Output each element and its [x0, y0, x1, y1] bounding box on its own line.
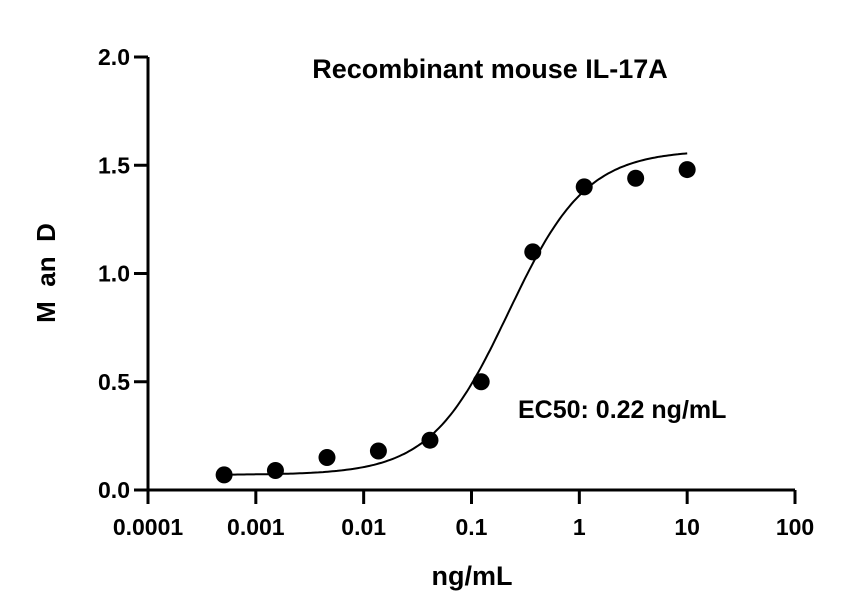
data-point — [575, 178, 593, 196]
data-point — [318, 449, 336, 467]
y-tick-label: 0.5 — [98, 369, 130, 395]
data-point — [266, 462, 284, 480]
data-point — [678, 161, 696, 179]
x-tick-label: 0.1 — [456, 514, 488, 540]
ec50-annotation: EC50: 0.22 ng/mL — [518, 396, 726, 424]
x-tick-label: 0.01 — [341, 514, 386, 540]
x-axis-label: ng/mL — [432, 561, 513, 591]
x-tick-label: 0.001 — [227, 514, 285, 540]
axes: 0.0001 0.001 0.01 0.1 1 10 100 0.0 0.5 1.0 1.5 2.0 — [98, 44, 814, 540]
x-tick-label: 1 — [573, 514, 586, 540]
fit-curve — [223, 152, 688, 476]
y-tick-label: 1.5 — [98, 152, 130, 178]
data-point — [627, 169, 645, 187]
data-marks — [215, 152, 696, 484]
x-tick-label: 10 — [674, 514, 700, 540]
x-tick-label: 0.0001 — [113, 514, 184, 540]
data-point — [472, 373, 490, 391]
y-tick-label: 2.0 — [98, 44, 130, 70]
data-point — [421, 431, 439, 449]
chart-title: Recombinant mouse IL-17A — [312, 54, 668, 84]
y-tick-label: 1.0 — [98, 261, 130, 287]
data-point — [524, 243, 542, 261]
x-tick-label: 100 — [776, 514, 814, 540]
data-point — [215, 466, 233, 484]
y-axis-label: M an D — [31, 223, 61, 323]
data-point — [369, 442, 387, 460]
y-tick-label: 0.0 — [98, 477, 130, 503]
